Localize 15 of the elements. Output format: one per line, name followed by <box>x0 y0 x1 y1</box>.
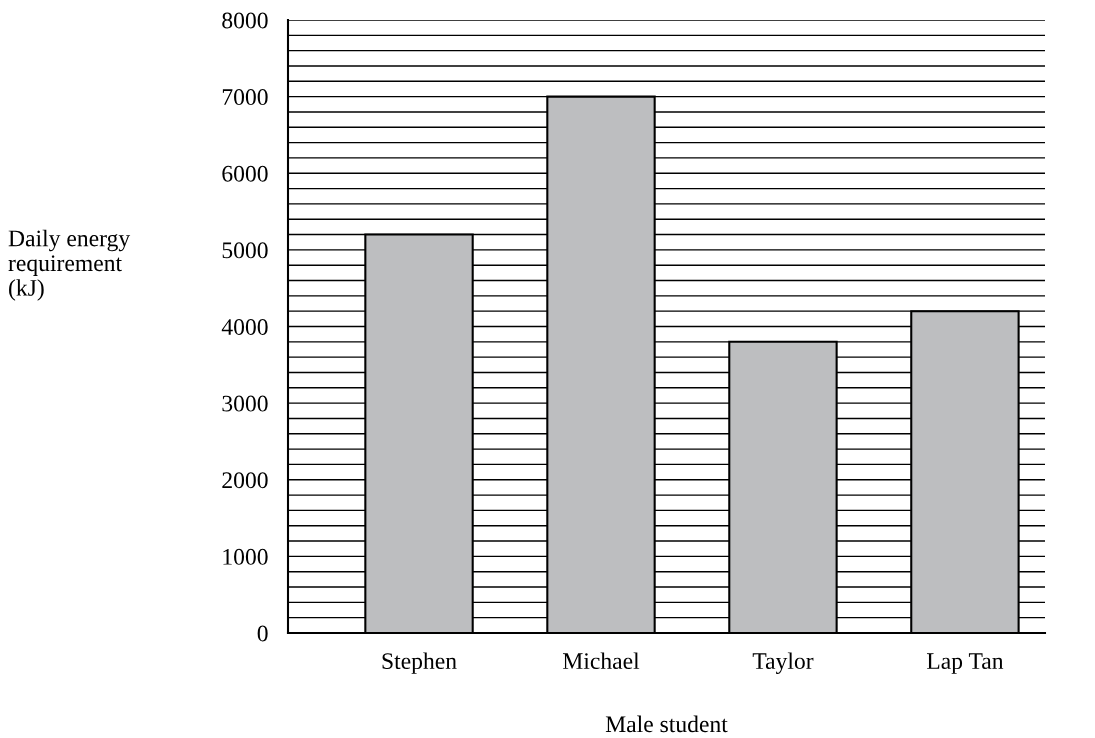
x-tick-label: Michael <box>562 652 640 670</box>
y-tick-label: 1000 <box>223 548 268 565</box>
y-tick-label: 4000 <box>221 318 268 335</box>
x-tick-label: Lap Tan <box>926 653 1004 674</box>
y-tick-label: 5000 <box>222 242 268 259</box>
y-tick-label: 3000 <box>222 395 268 412</box>
y-tick-label: 0 <box>257 625 268 642</box>
x-tick-label: Stephen <box>382 652 457 674</box>
x-axis-title: Male student <box>605 715 728 733</box>
y-tick-label: 6000 <box>222 165 268 182</box>
y-axis-title: Daily energy requirement (kJ) <box>8 229 131 301</box>
y-tick-label: 7000 <box>222 89 268 106</box>
x-tick-label: Taylor <box>752 652 814 674</box>
y-tick-label: 2000 <box>222 472 268 489</box>
y-tick-label: 8000 <box>222 12 268 29</box>
